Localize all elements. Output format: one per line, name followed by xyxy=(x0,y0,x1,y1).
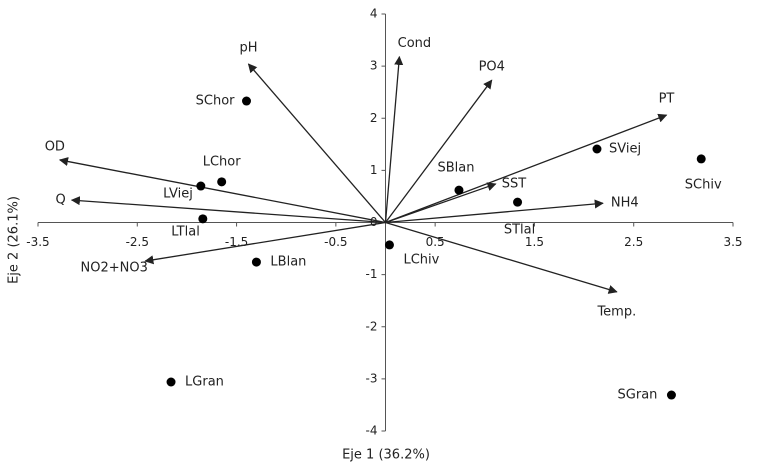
loading-vector xyxy=(70,196,386,224)
site-point xyxy=(666,390,676,400)
y-tick-label: -1 xyxy=(366,267,378,281)
vector-label: NO2+NO3 xyxy=(81,261,148,276)
loading-vector xyxy=(384,55,404,223)
site-label: SChor xyxy=(196,94,236,109)
site-label: STlal xyxy=(504,223,535,238)
x-tick-label: 3.5 xyxy=(723,235,742,249)
loading-vector xyxy=(385,221,618,294)
loading-vector xyxy=(385,199,604,224)
y-tick-label: 3 xyxy=(370,59,378,73)
site-point xyxy=(242,96,251,106)
site-label: SGran xyxy=(618,388,658,403)
site-label: LTlal xyxy=(171,224,200,239)
vector-label: SST xyxy=(502,176,527,191)
site-label: LBlan xyxy=(270,255,306,270)
site-point xyxy=(384,240,394,250)
x-tick-label: -2.5 xyxy=(126,235,149,249)
x-tick-label: 1.5 xyxy=(525,235,544,249)
loading-vector xyxy=(144,221,386,265)
site-point xyxy=(513,197,523,207)
loading-vector xyxy=(385,113,668,224)
site-label: LGran xyxy=(185,375,224,390)
vector-label: Q xyxy=(56,193,66,208)
x-tick-label: -3.5 xyxy=(26,235,49,249)
site-point xyxy=(196,181,206,191)
x-tick-label: -0.5 xyxy=(324,235,347,249)
site-label: SViej xyxy=(609,142,641,157)
vector-label: Temp. xyxy=(596,304,636,319)
y-axis-label: Eje 2 (26.1%) xyxy=(7,196,22,284)
loading-vector xyxy=(385,182,497,224)
site-point xyxy=(696,154,706,164)
site-label: LViej xyxy=(163,187,193,202)
site-point xyxy=(454,185,464,195)
loading-vector xyxy=(247,63,386,223)
site-label: LChiv xyxy=(403,252,439,267)
loading-vector xyxy=(384,79,493,223)
y-tick-label: 2 xyxy=(370,111,378,125)
y-tick-label: -3 xyxy=(366,371,378,385)
site-point xyxy=(217,177,227,187)
x-axis-label: Eje 1 (36.2%) xyxy=(342,448,430,463)
vector-label: NH4 xyxy=(611,196,639,211)
site-label: LChor xyxy=(203,154,242,169)
x-tick-label: 2.5 xyxy=(624,235,643,249)
site-point xyxy=(198,214,208,224)
vector-label: Cond xyxy=(398,36,432,51)
site-point xyxy=(592,144,602,154)
vector-label: PO4 xyxy=(479,60,505,75)
site-point xyxy=(166,377,176,387)
vector-label: PT xyxy=(659,92,675,107)
y-tick-label: -4 xyxy=(366,424,378,438)
y-tick-label: -2 xyxy=(366,319,378,333)
site-point xyxy=(251,257,261,267)
y-tick-label: 1 xyxy=(370,163,378,177)
y-tick-label: 4 xyxy=(370,7,378,21)
site-label: SChiv xyxy=(685,177,722,192)
site-label: SBlan xyxy=(437,161,474,176)
vector-label: pH xyxy=(239,41,257,56)
vector-label: OD xyxy=(45,139,65,154)
loading-vector xyxy=(58,157,386,224)
